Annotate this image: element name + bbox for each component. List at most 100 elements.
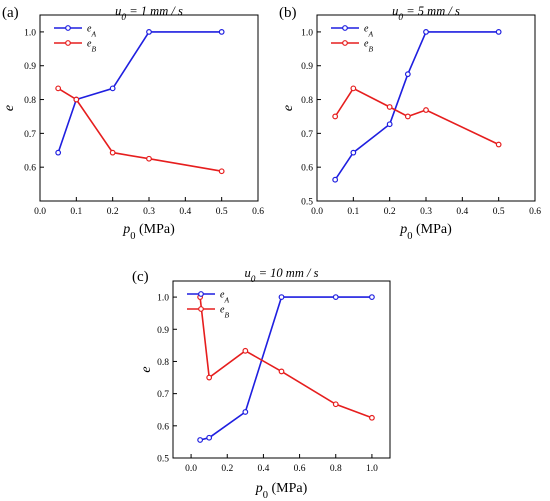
y-tick-label: 0.7 [24,130,36,140]
y-tick-label: 0.5 [301,198,313,208]
panel-title: u0 = 10 mm / s [245,266,319,285]
series-line-eB [199,297,373,419]
data-point-eB [369,414,375,421]
data-point-eB [218,168,225,175]
x-tick-label: 0.1 [70,207,82,217]
legend-label-eB: eB [220,305,229,320]
data-point-eB [423,107,429,113]
x-tick-label: 0.0 [311,207,323,217]
y-tick-label: 0.7 [157,390,169,400]
y-tick-label: 0.6 [301,164,313,174]
legend-marker-eA [342,25,348,31]
y-tick-label: 0.5 [157,455,169,465]
y-tick-label: 1.0 [301,28,313,38]
x-tick-label: 1.0 [366,464,378,474]
y-tick-label: 0.6 [157,422,169,432]
legend-label-eA: eA [364,24,373,39]
y-tick-label: 1.0 [24,28,36,38]
x-tick-label: 0.2 [107,207,119,217]
y-tick-label: 0.7 [301,130,313,140]
x-axis-label: p0 (MPa) [122,222,175,242]
panel-3: 0.0 0.2 0.4 0.6 0.8 1.0 0.5 0.6 0.7 0.8 0.9 1.0 (c) u… [132,266,391,501]
x-tick-label: 0.4 [257,464,269,474]
y-tick-label: 0.8 [301,96,313,106]
data-point-eA [197,437,204,443]
data-point-eA [55,149,62,156]
data-point-eA [404,71,411,78]
data-point-eA [278,294,285,300]
legend-marker-eB [198,306,204,312]
data-point-eB [332,113,339,120]
panel-label: (a) [2,5,19,21]
series-line-eA [57,31,222,153]
data-point-eA [146,29,152,35]
data-point-eB [55,85,62,92]
x-tick-label: 0.3 [420,207,432,217]
x-tick-label: 0.5 [216,207,228,217]
x-axis-label: p0 (MPa) [399,222,452,242]
legend-label-eB: eB [87,39,96,54]
data-point-eA [242,409,249,415]
panel-title: u0 = 5 mm / s [392,4,460,23]
data-point-eB [278,368,285,375]
y-axis-label: e [281,105,296,111]
data-point-eB [350,85,357,92]
x-tick-label: 0.3 [143,207,155,217]
legend-label-eB: eB [364,39,373,54]
data-point-eA [332,294,339,300]
y-axis-label: e [139,366,154,372]
legend-label-eA: eA [220,290,229,305]
data-point-eA [386,121,393,128]
x-tick-label: 0.6 [529,207,541,217]
y-tick-label: 0.9 [24,62,36,72]
y-tick-label: 0.8 [157,358,169,368]
y-tick-label: 0.9 [157,326,169,336]
y-tick-label: 0.9 [301,62,313,72]
data-point-eA [109,85,116,92]
x-tick-label: 0.2 [384,207,396,217]
panel-2: 0.0 0.1 0.2 0.3 0.4 0.5 0.6 0.5 0.6 0.7 0.8 0.9 1.0 (… [279,4,541,242]
x-tick-label: 0.0 [185,464,197,474]
legend-marker-eB [342,40,348,46]
panel-1: 0.0 0.1 0.2 0.3 0.4 0.5 0.6 0.6 0.7 0.8 0.9 1.0 (a) u… [2,4,264,242]
data-point-eB [73,96,80,103]
series-line-eA [334,31,499,181]
y-tick-label: 0.6 [24,164,36,174]
x-tick-label: 0.2 [221,464,233,474]
data-point-eB [332,401,339,408]
data-point-eB [206,374,213,381]
data-point-eB [386,104,393,110]
x-tick-label: 0.4 [456,207,468,217]
series-line-eB [334,87,500,146]
x-tick-label: 0.5 [493,207,505,217]
data-point-eA [369,294,375,300]
data-point-eA [206,434,213,441]
x-tick-label: 0.6 [294,464,306,474]
x-tick-label: 0.8 [330,464,342,474]
data-point-eB [404,113,411,120]
x-tick-label: 0.6 [252,207,264,217]
data-point-eA [332,176,339,183]
y-tick-label: 0.8 [24,96,36,106]
data-point-eA [495,29,502,35]
x-tick-label: 0.4 [179,207,191,217]
legend-label-eA: eA [87,24,96,39]
data-point-eB [146,155,152,162]
legend-marker-eA [65,25,71,31]
data-point-eA [423,29,429,35]
series-line-eB [57,87,222,172]
y-axis-label: e [2,105,17,111]
data-point-eA [218,29,225,35]
panel-title: u0 = 1 mm / s [115,4,183,23]
x-tick-label: 0.0 [34,207,46,217]
x-axis-label: p0 (MPa) [255,481,308,501]
x-tick-label: 0.1 [347,207,359,217]
data-point-eA [350,149,357,156]
panel-label: (b) [279,5,297,21]
data-point-eB [495,141,502,148]
data-point-eB [242,347,249,354]
legend-marker-eA [198,291,204,297]
plot-frame [172,280,391,459]
y-tick-label: 1.0 [157,294,169,304]
